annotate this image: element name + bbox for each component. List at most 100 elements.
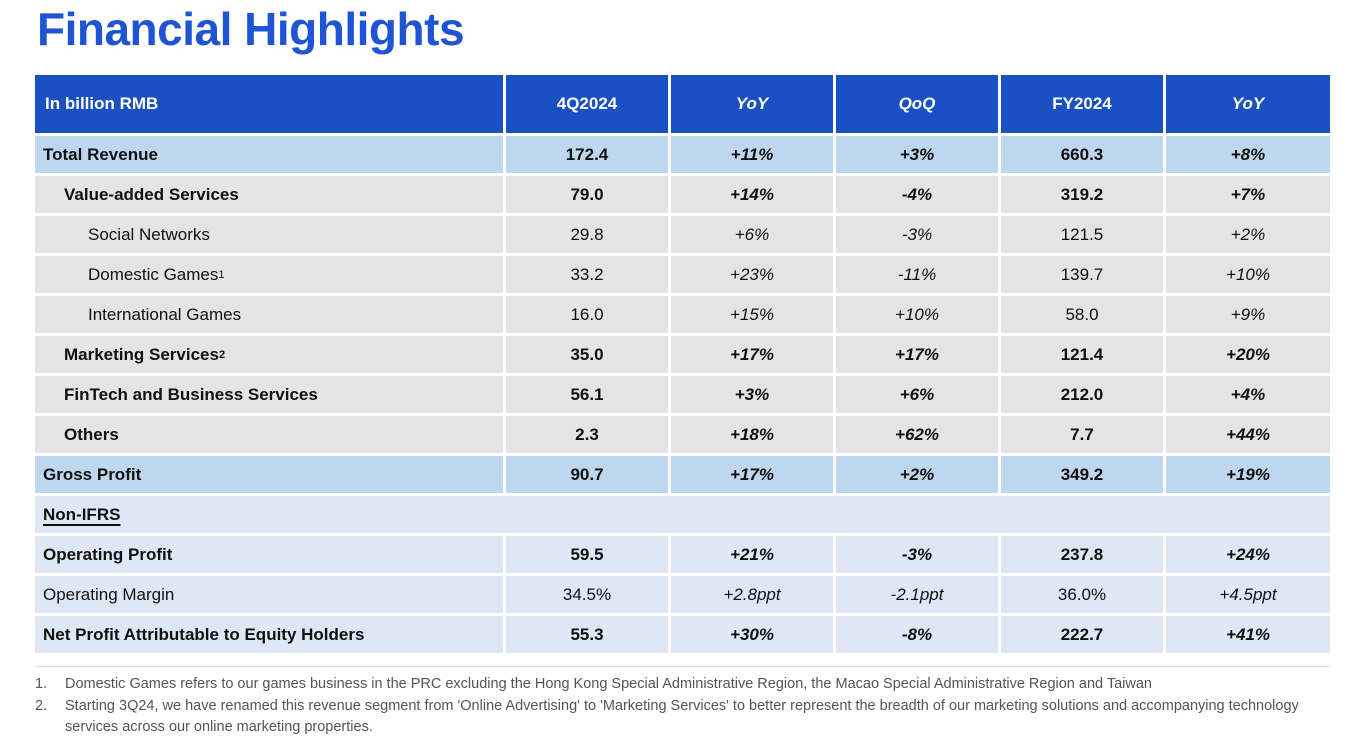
cell-qoq: -3% xyxy=(833,536,998,573)
footnotes: 1. Domestic Games refers to our games bu… xyxy=(35,666,1331,739)
cell-fy2024: 237.8 xyxy=(998,536,1163,573)
cell-qoq: -4% xyxy=(833,176,998,213)
financial-highlights-table: In billion RMB 4Q2024 YoY QoQ FY2024 YoY… xyxy=(35,75,1330,653)
cell-fy2024: 139.7 xyxy=(998,256,1163,293)
row-label: Others xyxy=(35,416,503,453)
row-label: Operating Profit xyxy=(35,536,503,573)
cell-yoy-fy: +20% xyxy=(1163,336,1330,373)
cell-4q2024: 33.2 xyxy=(503,256,668,293)
cell-yoy-fy: +8% xyxy=(1163,136,1330,173)
cell-qoq: +2% xyxy=(833,456,998,493)
table-row: Gross Profit 90.7 +17% +2% 349.2 +19% xyxy=(35,456,1330,493)
cell-yoy-fy: +19% xyxy=(1163,456,1330,493)
cell-4q2024: 34.5% xyxy=(503,576,668,613)
cell-qoq: +6% xyxy=(833,376,998,413)
footnote-2: 2. Starting 3Q24, we have renamed this r… xyxy=(35,696,1331,739)
cell-qoq: -3% xyxy=(833,216,998,253)
cell-qoq: -2.1ppt xyxy=(833,576,998,613)
column-header-yoy-q: YoY xyxy=(668,75,833,133)
row-label: Total Revenue xyxy=(35,136,503,173)
cell-4q2024: 172.4 xyxy=(503,136,668,173)
row-label: Social Networks xyxy=(35,216,503,253)
cell-yoy-fy: +44% xyxy=(1163,416,1330,453)
cell-yoy-fy: +2% xyxy=(1163,216,1330,253)
cell-4q2024: 2.3 xyxy=(503,416,668,453)
row-label: Domestic Games 1 xyxy=(35,256,503,293)
cell-fy2024: 121.5 xyxy=(998,216,1163,253)
cell-yoy-fy: +7% xyxy=(1163,176,1330,213)
cell-fy2024: 660.3 xyxy=(998,136,1163,173)
cell-yoy-q: +3% xyxy=(668,376,833,413)
cell-qoq: -8% xyxy=(833,616,998,653)
cell-yoy-q: +21% xyxy=(668,536,833,573)
table-row: Social Networks 29.8 +6% -3% 121.5 +2% xyxy=(35,216,1330,253)
cell-fy2024: 212.0 xyxy=(998,376,1163,413)
cell-qoq: +62% xyxy=(833,416,998,453)
cell-fy2024: 121.4 xyxy=(998,336,1163,373)
table-row: Non-IFRS xyxy=(35,496,1330,533)
cell-fy2024: 58.0 xyxy=(998,296,1163,333)
cell-yoy-q: +18% xyxy=(668,416,833,453)
cell-fy2024: 7.7 xyxy=(998,416,1163,453)
cell-fy2024: 319.2 xyxy=(998,176,1163,213)
cell-fy2024: 222.7 xyxy=(998,616,1163,653)
table-row: Operating Margin 34.5% +2.8ppt -2.1ppt 36.0%… xyxy=(35,576,1330,613)
footnote-1: 1. Domestic Games refers to our games bu… xyxy=(35,674,1331,696)
cell-yoy-q: +23% xyxy=(668,256,833,293)
cell-4q2024: 59.5 xyxy=(503,536,668,573)
footnote-text: Starting 3Q24, we have renamed this reve… xyxy=(65,697,1299,736)
cell-yoy-fy: +41% xyxy=(1163,616,1330,653)
cell-4q2024: 29.8 xyxy=(503,216,668,253)
table-row: Net Profit Attributable to Equity Holder… xyxy=(35,616,1330,653)
cell-yoy-q: +17% xyxy=(668,336,833,373)
column-header-qoq: QoQ xyxy=(833,75,998,133)
cell-4q2024: 79.0 xyxy=(503,176,668,213)
footnote-number: 2. xyxy=(35,697,48,714)
table-body: Total Revenue 172.4 +11% +3% 660.3 +8% Value-a… xyxy=(35,136,1330,653)
row-label: Net Profit Attributable to Equity Holder… xyxy=(35,616,503,653)
footnote-number: 1. xyxy=(35,676,48,692)
cell-yoy-q: +17% xyxy=(668,456,833,493)
cell-yoy-q: +6% xyxy=(668,216,833,253)
cell-yoy-fy: +4.5ppt xyxy=(1163,576,1330,613)
cell-yoy-q: +14% xyxy=(668,176,833,213)
cell-yoy-fy: +4% xyxy=(1163,376,1330,413)
cell-4q2024: 56.1 xyxy=(503,376,668,413)
table-row: Total Revenue 172.4 +11% +3% 660.3 +8% xyxy=(35,136,1330,173)
cell-4q2024: 35.0 xyxy=(503,336,668,373)
cell-yoy-fy: +10% xyxy=(1163,256,1330,293)
column-header-unit: In billion RMB xyxy=(45,94,159,113)
cell-4q2024: 90.7 xyxy=(503,456,668,493)
row-label: FinTech and Business Services xyxy=(35,376,503,413)
footnote-text: Domestic Games refers to our games busin… xyxy=(65,676,1152,692)
table-row: Value-added Services 79.0 +14% -4% 319.2 +7% xyxy=(35,176,1330,213)
table-row: Domestic Games 1 33.2 +23% -11% 139.7 +10% xyxy=(35,256,1330,293)
table-row: Operating Profit 59.5 +21% -3% 237.8 +24% xyxy=(35,536,1330,573)
cell-yoy-q: +11% xyxy=(668,136,833,173)
cell-yoy-fy: +24% xyxy=(1163,536,1330,573)
row-label: Non-IFRS xyxy=(35,496,1330,533)
cell-qoq: +3% xyxy=(833,136,998,173)
row-label: International Games xyxy=(35,296,503,333)
row-label: Gross Profit xyxy=(35,456,503,493)
cell-qoq: -11% xyxy=(833,256,998,293)
cell-yoy-q: +15% xyxy=(668,296,833,333)
cell-yoy-q: +2.8ppt xyxy=(668,576,833,613)
table-row: Others 2.3 +18% +62% 7.7 +44% xyxy=(35,416,1330,453)
cell-fy2024: 36.0% xyxy=(998,576,1163,613)
page-title: Financial Highlights xyxy=(37,3,465,55)
cell-4q2024: 55.3 xyxy=(503,616,668,653)
column-header-4q2024: 4Q2024 xyxy=(503,75,668,133)
cell-qoq: +10% xyxy=(833,296,998,333)
column-header-yoy-fy: YoY xyxy=(1163,75,1330,133)
cell-fy2024: 349.2 xyxy=(998,456,1163,493)
row-label: Value-added Services xyxy=(35,176,503,213)
table-header-row: In billion RMB 4Q2024 YoY QoQ FY2024 YoY xyxy=(35,75,1330,133)
cell-4q2024: 16.0 xyxy=(503,296,668,333)
row-label: Operating Margin xyxy=(35,576,503,613)
column-header-fy2024: FY2024 xyxy=(998,75,1163,133)
cell-yoy-fy: +9% xyxy=(1163,296,1330,333)
cell-qoq: +17% xyxy=(833,336,998,373)
table-row: Marketing Services 2 35.0 +17% +17% 121.4 +20% xyxy=(35,336,1330,373)
row-label: Marketing Services 2 xyxy=(35,336,503,373)
